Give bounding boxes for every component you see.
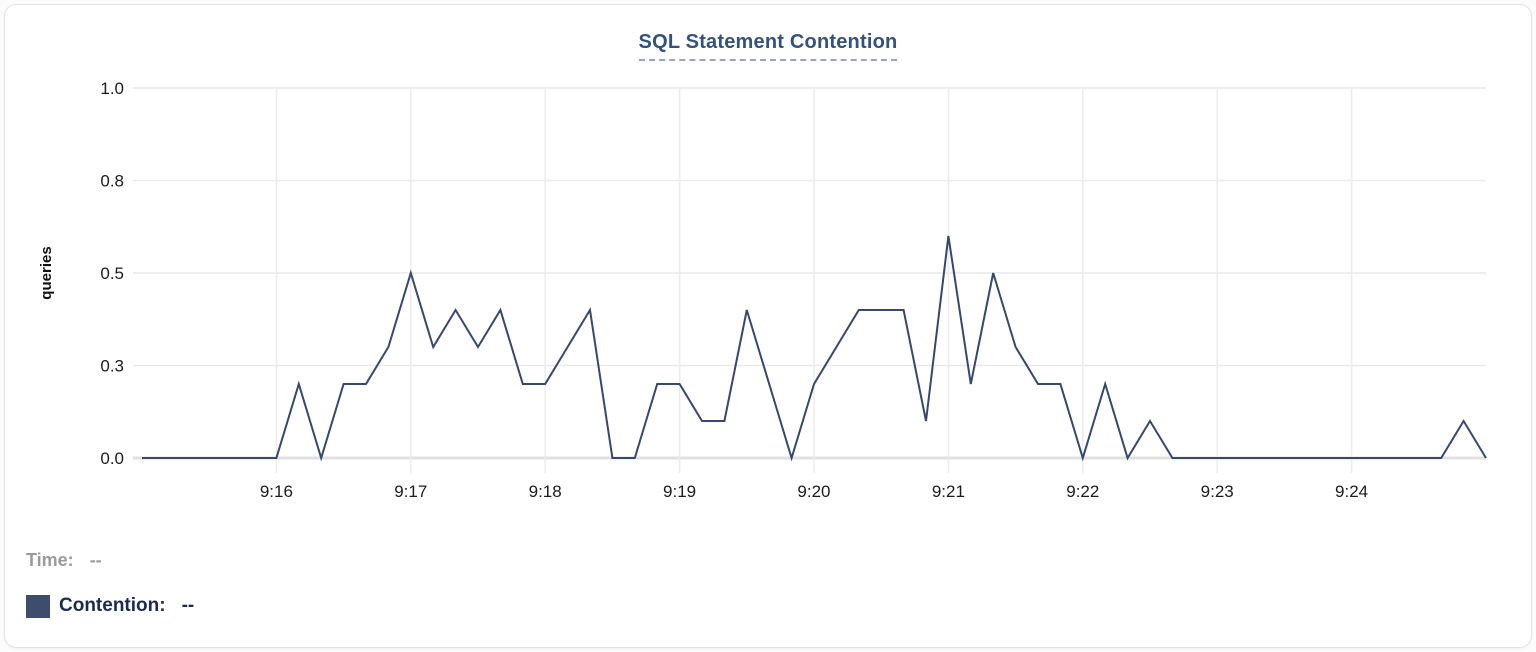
- legend-contention-value: --: [181, 595, 195, 616]
- x-tick-label: 9:19: [663, 482, 696, 501]
- x-tick-label: 9:22: [1066, 482, 1099, 501]
- chart-legend: Time: -- Contention: --: [26, 547, 194, 639]
- contention-series-swatch: [26, 594, 50, 618]
- x-tick-label: 9:21: [932, 482, 965, 501]
- chart-header: SQL Statement Contention: [5, 31, 1531, 61]
- legend-time-row: Time: --: [26, 547, 194, 573]
- y-axis-title: queries: [38, 246, 55, 299]
- x-tick-label: 9:24: [1335, 482, 1368, 501]
- y-tick-label: 0.3: [100, 357, 124, 376]
- x-tick-label: 9:17: [394, 482, 427, 501]
- legend-contention-label: Contention:: [59, 595, 166, 616]
- chart-title[interactable]: SQL Statement Contention: [638, 31, 898, 61]
- legend-time-label: Time:: [26, 549, 74, 570]
- x-tick-label: 9:23: [1201, 482, 1234, 501]
- y-tick-label: 1.0: [100, 79, 124, 98]
- x-tick-label: 9:16: [260, 482, 293, 501]
- y-tick-label: 0.5: [100, 264, 124, 283]
- y-tick-label: 0.8: [100, 172, 124, 191]
- legend-contention-row: Contention: --: [26, 593, 194, 619]
- contention-line-chart[interactable]: 0.0 0.3 0.5 0.8 1.0 9:16 9:17 9:18 9:19 9:20 9:21 9…: [5, 5, 1536, 535]
- contention-series-line: [142, 235, 1487, 462]
- x-tick-label: 9:18: [529, 482, 562, 501]
- x-tick-label: 9:20: [797, 482, 830, 501]
- y-tick-label: 0.0: [100, 449, 124, 468]
- chart-card: SQL Statement Contention 0.0 0.3 0.5 0.8 1.0…: [4, 4, 1532, 648]
- legend-time-value: --: [89, 549, 102, 570]
